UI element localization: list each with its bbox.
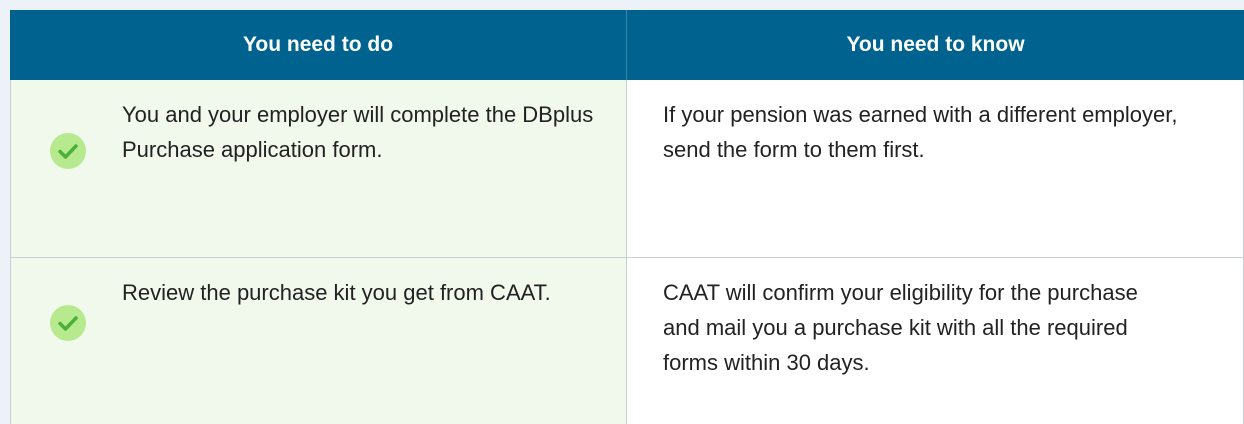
check-icon [50, 133, 86, 169]
header-cell: You need to do [10, 10, 627, 80]
cell: If your pension was earned with a differ… [627, 80, 1244, 258]
table: You need to do You need to know You and … [10, 10, 1244, 424]
cell-text: CAAT will confirm your eligibility for t… [663, 280, 1138, 375]
cell-text: You and your employer will complete the … [122, 102, 594, 162]
cell-text: Review the purchase kit you get from CAA… [122, 280, 551, 305]
header-text: You need to know [846, 33, 1025, 56]
header-cell: You need to know [627, 10, 1244, 80]
header-text: You need to do [242, 33, 394, 56]
cell-text: If your pension was earned with a differ… [663, 102, 1178, 162]
cell: You and your employer will complete the … [10, 80, 627, 258]
cell: CAAT will confirm your eligibility for t… [627, 258, 1244, 424]
check-icon [50, 305, 86, 341]
cell: Review the purchase kit you get from CAA… [10, 258, 627, 424]
